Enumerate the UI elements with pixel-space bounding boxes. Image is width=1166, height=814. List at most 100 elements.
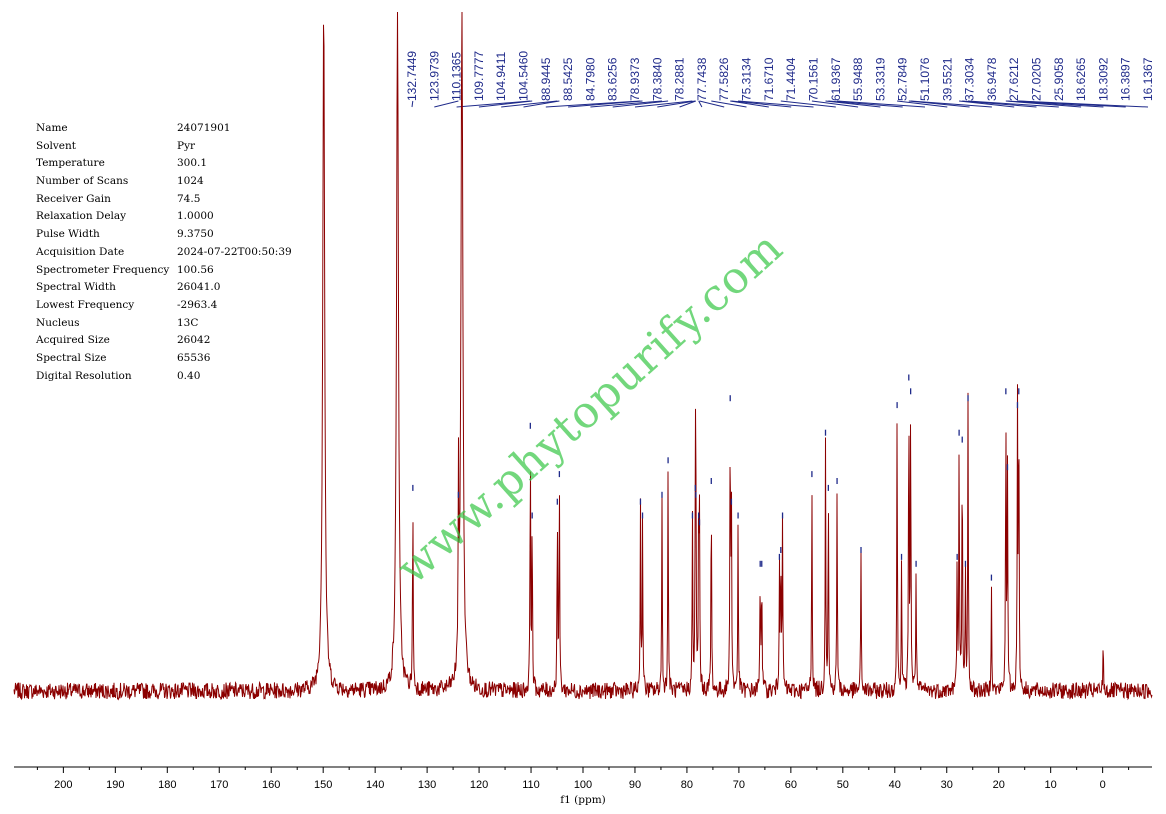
peak-label: 18.3092: [1096, 57, 1110, 101]
peak-label: 16.3897: [1119, 57, 1133, 101]
parameter-value: 65536: [177, 351, 211, 364]
peak-label-leader: [897, 100, 948, 108]
peak-label-leader: [523, 100, 560, 108]
peak-label-leader: [698, 100, 703, 108]
x-axis-label: f1 (ppm): [560, 794, 606, 806]
parameter-value: 2024-07-22T00:50:39: [177, 245, 292, 258]
peak-label: 104.5460: [517, 51, 531, 101]
x-tick-label: 200: [54, 779, 72, 791]
peak-label-leader: [1018, 100, 1149, 108]
x-tick-label: 40: [889, 779, 901, 791]
peak-label-leader: [828, 100, 903, 108]
peak-label: 71.6710: [762, 57, 776, 101]
peak-label-leader: [478, 100, 533, 108]
peak-label: 109.7777: [472, 51, 486, 101]
peak-label: 16.1367: [1141, 57, 1155, 101]
peak-label: 123.9739: [427, 51, 441, 101]
peak-label: 78.9373: [628, 57, 642, 101]
parameter-value: 0.40: [177, 369, 201, 382]
parameter-label: Temperature: [36, 157, 105, 170]
x-tick-label: 10: [1045, 779, 1057, 791]
parameter-value: 300.1: [177, 157, 208, 170]
peak-label: 52.7849: [896, 57, 910, 101]
x-tick-label: 20: [993, 779, 1005, 791]
parameter-label: Spectrometer Frequency: [36, 263, 170, 276]
x-tick-label: 120: [470, 779, 488, 791]
peak-label: 110.1365: [450, 52, 464, 101]
peak-label: 70.1561: [807, 57, 821, 101]
parameter-value: -2963.4: [177, 298, 218, 311]
peak-label-leader: [699, 100, 725, 108]
peak-label-leader: [962, 100, 1037, 108]
parameter-value: 1024: [177, 175, 204, 188]
parameter-label: Spectral Width: [36, 281, 116, 294]
parameter-label: Acquisition Date: [36, 245, 125, 258]
parameter-value: 9.3750: [177, 228, 214, 241]
peak-label: 83.6256: [606, 57, 620, 101]
peak-label: 71.4404: [784, 57, 798, 101]
x-tick-label: 70: [733, 779, 745, 791]
peak-labels: 132.7449 123.9739 110.1365 109.7777 104.9411…: [405, 51, 1155, 108]
peak-label: 84.7980: [583, 57, 597, 101]
parameter-label: Relaxation Delay: [36, 210, 127, 223]
parameter-value: 100.56: [177, 263, 214, 276]
peak-label: 36.9478: [985, 57, 999, 101]
peak-label: 25.9058: [1052, 57, 1066, 101]
parameter-label: Lowest Frequency: [36, 298, 135, 311]
peak-label: 27.6212: [1007, 57, 1021, 101]
x-tick-label: 30: [941, 779, 953, 791]
peak-label: 77.7438: [695, 57, 709, 101]
parameter-label: Spectral Size: [36, 351, 107, 364]
peak-label: 18.6265: [1074, 57, 1088, 101]
x-tick-label: 150: [314, 779, 332, 791]
peak-label-leader: [456, 100, 531, 108]
parameter-value: 1.0000: [177, 210, 214, 223]
x-tick-label: 100: [574, 779, 592, 791]
peak-label: 53.3319: [873, 57, 887, 101]
peak-label-leader: [590, 100, 663, 108]
parameter-value: 26041.0: [177, 281, 221, 294]
x-tick-label: 90: [629, 779, 641, 791]
spectrum-line: [13, 11, 1153, 701]
peak-label: 51.1076: [918, 57, 932, 101]
peak-label-leader: [811, 100, 859, 108]
peak-label-leader: [731, 100, 792, 108]
peak-label-leader: [959, 100, 1015, 108]
peak-label: 78.2881: [673, 57, 687, 101]
peak-label-leader: [711, 100, 747, 108]
peak-label: 39.5521: [940, 57, 954, 101]
parameter-value: 26042: [177, 334, 211, 347]
parameter-label: Number of Scans: [36, 175, 129, 188]
peak-label-leader: [657, 100, 696, 108]
peak-label-leader: [679, 100, 696, 108]
parameter-label: Pulse Width: [36, 228, 100, 241]
parameter-label: Acquired Size: [36, 334, 110, 347]
parameter-label: Name: [36, 122, 68, 134]
peak-label-leader: [967, 100, 1059, 108]
x-tick-label: 180: [158, 779, 176, 791]
peak-label: 27.0205: [1030, 57, 1044, 101]
peak-markers: [412, 374, 1020, 581]
peak-label: 78.3840: [650, 57, 664, 101]
parameter-value: 13C: [177, 316, 199, 329]
peak-label-leader: [1007, 100, 1104, 108]
x-tick-label: 170: [210, 779, 228, 791]
peak-label-leader: [910, 100, 992, 108]
peak-label-leader: [411, 100, 414, 108]
parameter-label: Solvent: [36, 139, 77, 152]
peak-label-leader: [837, 100, 926, 108]
x-tick-label: 0: [1100, 779, 1106, 791]
peak-label-leader: [634, 100, 693, 108]
x-tick-label: 60: [785, 779, 797, 791]
peak-label-leader: [780, 100, 836, 108]
peak-label: 37.3034: [963, 57, 977, 101]
peak-label: 104.9411: [494, 52, 508, 101]
x-tick-label: 140: [366, 779, 384, 791]
parameter-value: Pyr: [177, 139, 196, 152]
peak-label-leader: [501, 100, 558, 108]
x-tick-label: 50: [837, 779, 849, 791]
x-tick-label: 110: [522, 779, 540, 791]
x-tick-label: 160: [262, 779, 280, 791]
x-tick-label: 190: [106, 779, 124, 791]
